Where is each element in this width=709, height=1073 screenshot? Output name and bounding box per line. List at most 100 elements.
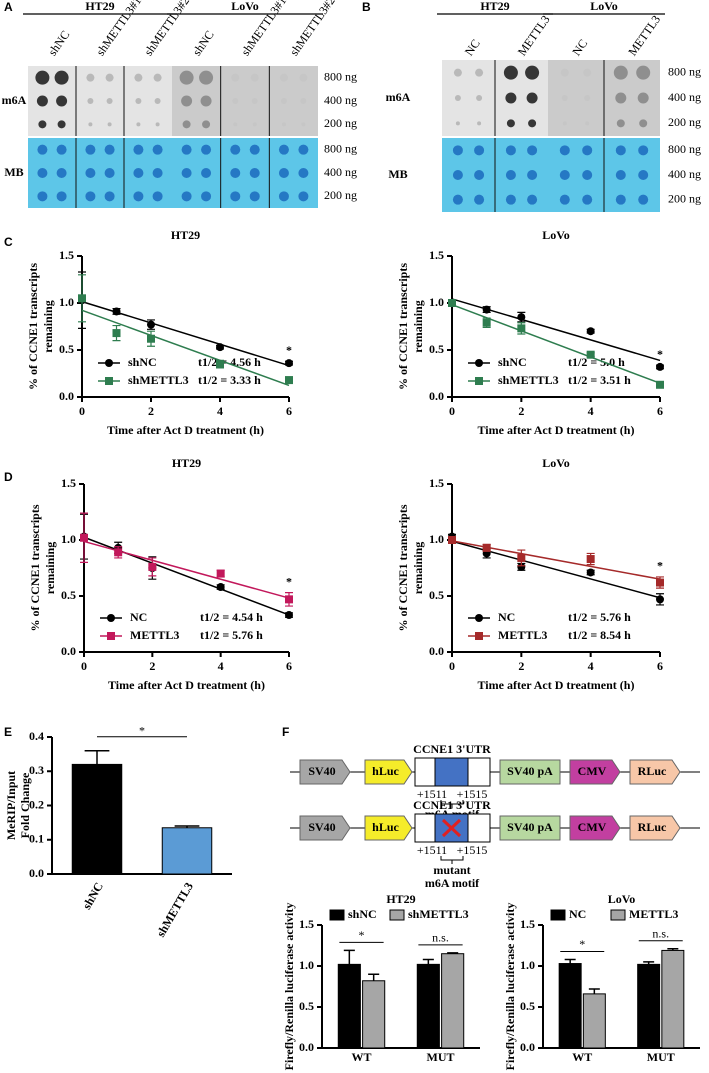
blot-dot	[615, 92, 627, 104]
blot-dot	[201, 168, 212, 178]
blot-dot	[136, 122, 141, 127]
point	[148, 562, 157, 571]
point	[656, 362, 664, 371]
blot-dot	[230, 168, 241, 178]
blot-dot	[104, 191, 115, 202]
x-axis-label: Time after Act D treatment (h)	[107, 423, 264, 437]
half-life-label: t1/2 = 3.33 h	[198, 373, 261, 387]
point	[216, 583, 225, 592]
point	[285, 611, 293, 620]
y-axis-label: Fold Change	[18, 772, 32, 838]
amount-label: 400 ng	[324, 165, 357, 179]
blot-dot	[300, 98, 307, 104]
motif-bracket	[440, 800, 464, 808]
blot-background	[28, 138, 172, 208]
blot-dot	[505, 194, 516, 205]
blot-dot	[474, 170, 485, 180]
point	[112, 307, 121, 316]
element-label: CMV	[578, 764, 607, 778]
blot-dot	[133, 144, 144, 155]
motif-box	[434, 757, 469, 787]
half-life-label: t1/2 = 4.54 h	[200, 610, 263, 624]
y-tick-label: 0.0	[29, 866, 44, 880]
blot-dot	[201, 191, 212, 202]
element-box	[364, 759, 413, 785]
y-axis-label: % of CCNE1 transcripts	[396, 263, 410, 390]
position-label: +1511	[417, 843, 447, 857]
blot-dot	[638, 170, 649, 180]
mutation-cross	[441, 818, 462, 838]
legend-swatch	[610, 909, 626, 921]
blot-dot	[477, 121, 482, 126]
y-tick-label: 0.4	[29, 729, 44, 743]
lane-label: NC	[462, 37, 483, 59]
blot-dot	[37, 191, 48, 202]
y-tick-label: 1.5	[299, 917, 314, 931]
blot-dot	[155, 122, 160, 127]
blot-dot	[505, 145, 516, 156]
blot-dot	[559, 170, 570, 180]
x-tick-label: MUT	[647, 1050, 675, 1064]
y-axis-label: remaining	[411, 300, 425, 352]
error-bar	[667, 948, 679, 951]
point	[285, 359, 293, 368]
panel-label: F	[282, 725, 289, 739]
x-tick-label: WT	[351, 1050, 371, 1064]
blot-dot	[154, 98, 161, 104]
error-bar	[564, 958, 576, 964]
x-tick-label: shMETTL3	[154, 880, 196, 940]
y-tick-label: 0.5	[61, 588, 76, 602]
significance: *	[657, 559, 663, 573]
blot-dot	[56, 168, 67, 178]
blot-dot	[251, 98, 258, 104]
blot-dot	[202, 120, 211, 129]
group-label: LoVo	[590, 0, 618, 13]
legend-label: shNC	[128, 355, 157, 369]
blot-dot	[230, 144, 241, 155]
error-bar	[422, 958, 434, 965]
x-tick-label: 2	[518, 659, 524, 673]
lane-label: shNC	[45, 28, 72, 58]
y-tick-label: 0.5	[59, 342, 74, 356]
blot-dot	[135, 98, 142, 104]
blot-dot	[280, 98, 287, 104]
blot-dot	[474, 194, 485, 205]
legend-label: NC	[569, 907, 586, 921]
y-axis-label: remaining	[411, 542, 425, 594]
element-box	[364, 815, 413, 841]
blot-dot	[528, 119, 537, 128]
point	[517, 324, 526, 333]
bar	[661, 949, 685, 1049]
legend-marker	[475, 632, 483, 640]
group-label: HT29	[480, 0, 509, 13]
point	[285, 595, 293, 604]
row-label: m6A	[386, 90, 411, 104]
blot-dot	[636, 65, 651, 80]
legend-swatch	[389, 909, 405, 921]
blot-dot	[278, 144, 289, 155]
y-tick-label: 0.0	[299, 1040, 314, 1054]
half-life-label: t1/2 = 8.54 h	[568, 628, 631, 642]
x-tick-label: 4	[588, 659, 594, 673]
significance: n.s.	[652, 927, 669, 941]
blot-dot	[181, 191, 192, 202]
point	[216, 569, 225, 578]
blot-dot	[638, 194, 649, 205]
amount-label: 400 ng	[668, 90, 701, 104]
blot-dot	[37, 168, 48, 178]
blot-dot	[278, 168, 289, 178]
blot-dot	[104, 144, 115, 155]
bar	[441, 953, 465, 1049]
y-tick-label: 0.2	[29, 797, 44, 811]
chart-title: HT29	[171, 228, 200, 242]
y-tick-label: 0.0	[520, 1040, 535, 1054]
blot-dot	[299, 73, 308, 82]
element-label: SV40	[308, 764, 335, 778]
blot-dot	[615, 170, 626, 180]
half-life-label: t1/2 = 3.51 h	[568, 373, 631, 387]
element-box	[299, 759, 351, 785]
point	[656, 578, 664, 587]
significance: *	[286, 574, 292, 588]
y-axis-label: remaining	[41, 300, 55, 352]
